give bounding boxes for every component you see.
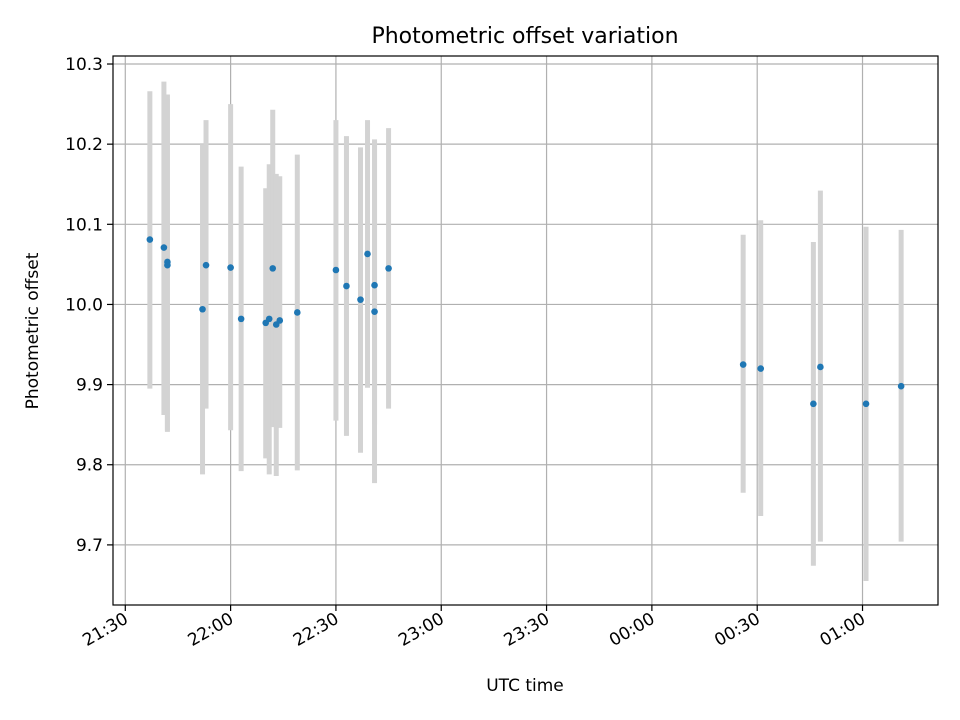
y-axis-label: Photometric offset [23,252,43,409]
y-tick-label: 10.3 [65,55,103,75]
grid-layer [113,56,938,605]
data-point [160,244,168,251]
data-point [364,250,371,258]
data-point [202,261,210,269]
data-point [164,261,171,269]
data-point [237,315,245,323]
y-tick-label: 9.8 [76,456,103,476]
data-point [371,281,378,289]
data-point [332,266,340,274]
data-point [757,365,765,372]
data-point [897,382,905,390]
y-tick-label: 10.2 [65,135,103,155]
chart-title: Photometric offset variation [371,24,678,49]
data-point [227,264,234,271]
data-point [265,315,273,323]
y-tick-label: 9.7 [76,536,103,556]
data-point [739,361,747,368]
data-point [146,236,154,243]
data-point [269,265,277,272]
y-tick-label: 9.9 [76,376,103,396]
data-point [817,363,824,371]
data-point [343,282,350,290]
x-axis-label: UTC time [486,676,564,696]
y-tick-label: 10.0 [65,295,103,315]
data-point [371,308,378,315]
data-point [385,265,392,272]
plot-frame [112,55,939,606]
point-layer [146,236,905,408]
data-point [199,305,206,313]
y-tick-label: 10.1 [65,215,103,235]
data-point [294,309,301,316]
data-point [276,317,284,324]
data-point [862,400,870,408]
data-point [810,400,817,408]
data-point [357,296,364,303]
